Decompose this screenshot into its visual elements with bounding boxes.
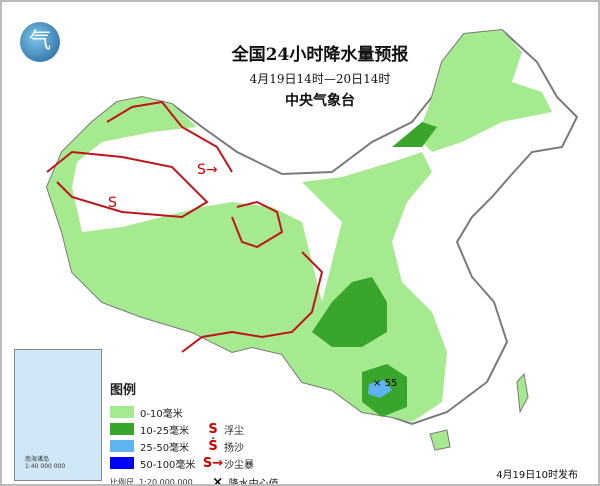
precip-center-marker: × 55 (373, 378, 398, 389)
agency: 中央气象台 (285, 93, 355, 109)
legend: 图例 0-10毫米 10-25毫米 S 浮尘 25-50毫米 Ṡ 扬沙 50-100毫米… (110, 379, 279, 486)
rain-area-10-25-central (312, 277, 387, 347)
precip-center-value: 55 (384, 378, 398, 389)
blowing-sand-icon: Ṡ (208, 438, 218, 454)
issue-time: 4月19日10时发布 (496, 470, 578, 481)
legend-label: 10-25毫米 (140, 425, 190, 437)
legend-label: 50-100毫米 (140, 459, 196, 471)
scale-label: 比例尺 (110, 478, 134, 486)
legend-label: 扬沙 (224, 442, 244, 454)
rain-area-25-50 (368, 380, 392, 398)
cma-logo: 气 (20, 22, 60, 62)
rain-area-10-25-north (392, 122, 437, 147)
south-china-sea-inset: 南海诸岛 1:40 000 000 (14, 349, 102, 481)
swatch-50-100 (110, 457, 134, 469)
inset-scale: 1:40 000 000 (25, 463, 66, 470)
forecast-period: 4月19日14时—20日14时 (249, 72, 391, 86)
hainan (429, 429, 451, 451)
legend-label: 0-10毫米 (140, 408, 183, 420)
floating-dust-icon: S (208, 421, 218, 437)
sandstorm-symbol: S→ (197, 162, 218, 178)
dust-boundary-north (46, 100, 284, 249)
legend-label: 25-50毫米 (140, 442, 190, 454)
rain-area-0-10-northeast (417, 30, 552, 152)
legend-label: 沙尘暴 (224, 459, 254, 471)
swatch-0-10 (110, 406, 134, 418)
scale-value: 1:20 000 000 (139, 478, 193, 486)
dust-symbol: S (108, 195, 117, 211)
precip-center-icon: × (212, 475, 224, 486)
rain-area-0-10-west (47, 97, 322, 354)
legend-title: 图例 (110, 383, 137, 398)
sandstorm-icon: S→ (202, 455, 224, 471)
map-title: 全国24小时降水量预报 (231, 45, 409, 65)
dust-boundary-south (181, 251, 324, 353)
legend-label: 降水中心值 (228, 479, 279, 486)
legend-label: 浮尘 (224, 425, 244, 437)
swatch-10-25 (110, 423, 134, 435)
inset-label: 南海诸岛 (25, 456, 50, 463)
swatch-25-50 (110, 440, 134, 452)
taiwan (516, 372, 529, 414)
